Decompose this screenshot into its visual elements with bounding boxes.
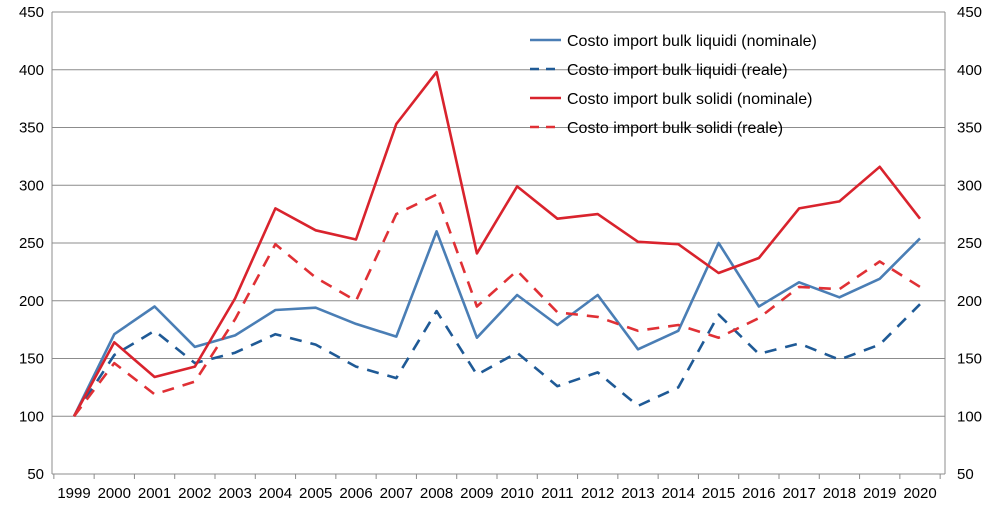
x-tick-label: 2004 (259, 485, 292, 502)
y-tick-label-left: 150 (19, 351, 44, 368)
x-tick-label: 2011 (541, 485, 573, 502)
y-tick-label-right: 450 (957, 4, 982, 21)
x-tick-label: 2018 (823, 485, 856, 502)
x-tick-label: 2017 (782, 485, 815, 502)
y-tick-label-left: 300 (19, 177, 44, 194)
x-tick-label: 2003 (218, 485, 251, 502)
y-tick-label-right: 150 (957, 351, 982, 368)
y-tick-label-right: 250 (957, 235, 982, 252)
x-tick-label: 2005 (299, 485, 332, 502)
x-tick-label: 2009 (460, 485, 493, 502)
y-tick-label-right: 400 (957, 62, 982, 79)
y-tick-label-left: 50 (27, 466, 44, 483)
y-tick-label-left: 350 (19, 120, 44, 137)
series-lines (72, 70, 922, 418)
x-tick-label: 2013 (621, 485, 654, 502)
series-line-1 (72, 230, 921, 417)
y-tick-label-left: 250 (19, 235, 44, 252)
y-tick-label-left: 100 (19, 408, 44, 425)
series-line-3 (72, 70, 922, 417)
y-tick-label-left: 450 (19, 4, 44, 21)
x-tick-label: 2010 (500, 485, 533, 502)
x-tick-label: 2020 (903, 485, 936, 502)
x-tick-label: 2019 (863, 485, 896, 502)
legend-label-3: Costo import bulk solidi (nominale) (567, 91, 812, 108)
series-line-4 (72, 193, 921, 418)
y-tick-label-right: 300 (957, 177, 982, 194)
legend-label-4: Costo import bulk solidi (reale) (567, 120, 783, 137)
series-line-2 (72, 303, 921, 418)
x-tick-label: 2006 (339, 485, 372, 502)
legend-label-1: Costo import bulk liquidi (nominale) (567, 33, 817, 50)
x-tick-label: 2001 (138, 485, 171, 502)
y-tick-label-left: 400 (19, 62, 44, 79)
x-tick-label: 2014 (662, 485, 695, 502)
y-tick-label-right: 100 (957, 408, 982, 425)
y-tick-label-left: 200 (19, 293, 44, 310)
y-tick-label-right: 50 (957, 466, 974, 483)
legend: Costo import bulk liquidi (nominale) Cost… (530, 33, 817, 137)
x-tick-label: 2007 (380, 485, 413, 502)
x-tick-label: 2008 (420, 485, 453, 502)
x-tick-label: 1999 (57, 485, 90, 502)
axes (51, 12, 946, 479)
x-tick-label: 2000 (98, 485, 131, 502)
y-tick-label-right: 200 (957, 293, 982, 310)
y-axis-right-ticks: 50 100 150 200 250 300 350 400 450 (957, 4, 982, 483)
gridlines (52, 11, 945, 475)
x-tick-label: 2016 (742, 485, 775, 502)
x-axis-ticks: 1999 2000 2001 2002 2003 2004 2005 2006 2007 2008… (57, 485, 936, 502)
x-tick-label: 2002 (178, 485, 211, 502)
x-tick-label: 2015 (702, 485, 735, 502)
x-tick-label: 2012 (581, 485, 614, 502)
y-axis-left-ticks: 50 100 150 200 250 300 350 400 450 (19, 4, 44, 483)
y-tick-label-right: 350 (957, 120, 982, 137)
legend-label-2: Costo import bulk liquidi (reale) (567, 62, 788, 79)
